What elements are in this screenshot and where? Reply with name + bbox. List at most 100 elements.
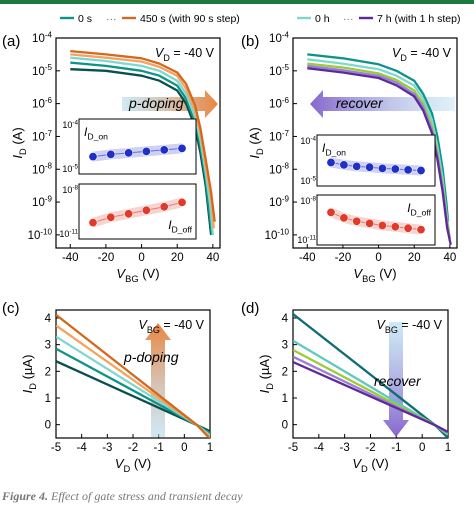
- x-tick-label: 0: [419, 442, 425, 454]
- caption-text: Effect of gate stress and transient deca…: [51, 489, 243, 503]
- y-tick-label: 10-10: [265, 227, 290, 242]
- inset-y-tick-label: 10-11: [297, 234, 316, 245]
- inset-data-point: [106, 212, 116, 222]
- inset-data-point: [159, 202, 169, 212]
- x-tick-label: -40: [62, 252, 79, 264]
- y-tick-label: 10-4: [32, 30, 52, 45]
- series-line: [307, 67, 452, 245]
- figure-caption: Figure 4. Effect of gate stress and tran…: [2, 489, 243, 504]
- inset-frame: [78, 118, 197, 175]
- y-tick-label: 10-8: [32, 162, 52, 177]
- y-tick-label: 4: [282, 313, 289, 325]
- legend-start-label: 0 h: [315, 13, 330, 25]
- inset-data-point: [352, 161, 362, 171]
- series-line: [56, 313, 210, 438]
- x-tick-label: -1: [154, 442, 164, 454]
- panel-b: (b) 0 h ··· 7 h (with 1 h step) -40 -20 0 20 40 1…: [241, 13, 460, 284]
- y-axis-label: ID (A): [247, 127, 265, 158]
- x-tick-label: 40: [206, 252, 219, 264]
- inset-data-point: [141, 205, 151, 215]
- series-group: [293, 313, 448, 438]
- inset-data-point: [352, 216, 362, 226]
- inset-data-point: [88, 152, 98, 162]
- x-tick-label: -5: [288, 442, 298, 454]
- inset-y-tick-label: 10-4: [62, 119, 78, 130]
- y-axis-label: ID (µA): [20, 355, 38, 394]
- x-tick-label: -40: [299, 252, 316, 264]
- arrow-label: p-doping: [123, 349, 179, 365]
- inset-data-point: [124, 148, 134, 158]
- inset-data-point: [377, 163, 387, 173]
- panel-a: (a) 0 s ··· 450 s (with 90 s step) -40 -20 0 20…: [2, 13, 240, 284]
- panel-label: (c): [2, 300, 20, 317]
- trend-arrow: [145, 323, 171, 437]
- x-tick-label: -5: [51, 442, 61, 454]
- arrow-label: recover: [374, 373, 422, 389]
- panel-label: (b): [241, 33, 259, 50]
- axes-frame: [55, 37, 221, 249]
- inset-on: 10-4 10-5 ID_on: [300, 134, 436, 187]
- x-tick-label: -3: [340, 442, 350, 454]
- trend-arrow-shape: [145, 323, 171, 437]
- arrow-label: p-doping: [128, 95, 184, 111]
- inset-data-point: [365, 162, 375, 172]
- inset-off: 10-8 10-11 ID_off: [297, 194, 436, 246]
- series-group: [307, 53, 452, 245]
- inset-off: 10-8 10-11 ID_off: [59, 183, 197, 240]
- legend-dots: ···: [106, 13, 117, 25]
- y-tick-label: 0: [282, 420, 288, 432]
- y-tick-label: 1: [45, 393, 51, 405]
- x-tick-label: 0: [375, 252, 381, 264]
- inset-data-point: [339, 213, 349, 223]
- bias-annotation: VD = -40 V: [392, 46, 452, 63]
- inset-data-point: [106, 149, 116, 159]
- inset-label: ID_on: [322, 141, 346, 158]
- y-tick-label: 10-6: [269, 96, 289, 111]
- inset-data-point: [403, 223, 413, 233]
- y-axis-label: ID (A): [10, 127, 28, 158]
- y-tick-label: 10-6: [32, 96, 52, 111]
- x-tick-label: -20: [98, 252, 115, 264]
- x-tick-label: -4: [314, 442, 325, 454]
- y-tick-label: 1: [282, 393, 288, 405]
- y-tick-label: 10-5: [32, 63, 52, 78]
- series-group: [56, 313, 210, 438]
- x-tick-label: 0: [181, 442, 187, 454]
- inset-y-tick-label: 10-8: [300, 195, 316, 206]
- inset-data-point: [416, 225, 426, 235]
- inset-data-point: [177, 197, 187, 207]
- trend-arrow: [122, 90, 218, 118]
- arrow-label: recover: [336, 95, 384, 111]
- top-accent-bar: [0, 0, 474, 4]
- legend-end-label: 450 s (with 90 s step): [140, 13, 240, 25]
- inset-frame: [78, 183, 197, 240]
- inset-data-point: [365, 218, 375, 228]
- series-group: [70, 49, 216, 236]
- y-tick-label: 10-8: [269, 162, 289, 177]
- legend-end-label: 7 h (with 1 h step): [377, 13, 460, 25]
- inset-label: ID_on: [84, 125, 108, 142]
- y-tick-label: 3: [282, 340, 288, 352]
- inset-data-point: [326, 207, 336, 217]
- inset-y-tick-label: 10-11: [59, 228, 78, 239]
- inset-y-tick-label: 10-4: [300, 135, 316, 146]
- inset-frame: [316, 134, 436, 187]
- inset-y-tick-label: 10-5: [62, 163, 78, 174]
- x-tick-label: 20: [171, 252, 184, 264]
- trend-arrow-shape: [122, 90, 218, 118]
- series-line: [70, 61, 214, 236]
- bias-annotation: VBG = -40 V: [139, 318, 205, 335]
- y-tick-label: 4: [45, 313, 52, 325]
- inset-label: ID_off: [407, 201, 431, 218]
- y-tick-label: 10-10: [28, 227, 53, 242]
- bias-annotation: VBG = -40 V: [377, 318, 443, 335]
- panel-c: (c) -5 -4 -3 -2 -1 0 1 0 1 2 3 4 VD (V) ID (µA) VBG = -…: [2, 300, 213, 474]
- inset-data-point: [339, 160, 349, 170]
- inset-data-point: [159, 145, 169, 155]
- y-tick-label: 10-7: [32, 129, 52, 144]
- inset-data-point: [377, 221, 387, 231]
- x-tick-label: -2: [128, 442, 138, 454]
- inset-data-point: [177, 143, 187, 153]
- x-tick-label: -3: [102, 442, 112, 454]
